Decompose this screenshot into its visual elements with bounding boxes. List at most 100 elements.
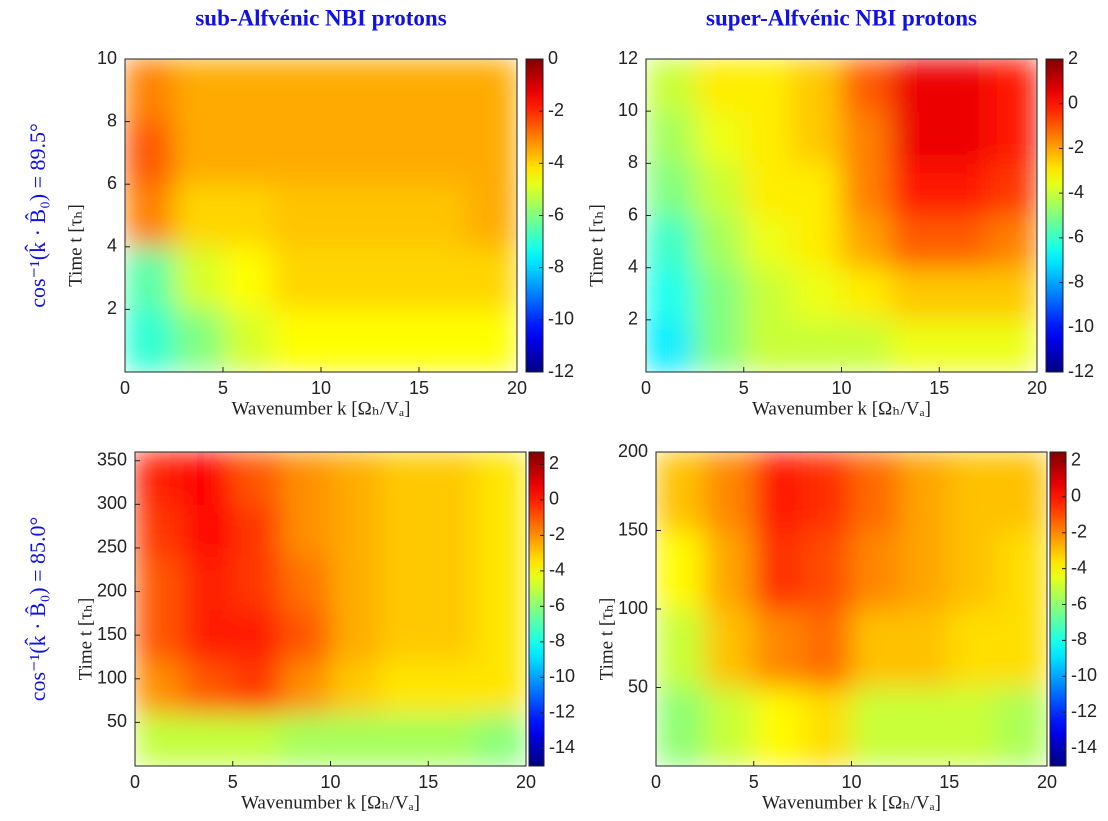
heatmap-cell [841, 215, 891, 269]
heatmap-cell [135, 660, 185, 715]
x-tick-label: 15 [418, 772, 438, 792]
heatmap-cell [418, 308, 469, 372]
heatmap-cell [987, 162, 1037, 216]
colorbar-tick-label: 2 [1071, 450, 1081, 470]
heatmap-cell [418, 121, 469, 185]
heatmap-cell [694, 215, 745, 269]
x-axis-label: Wavenumber k [Ωₕ/Vₐ] [231, 398, 410, 419]
heatmap-cell [841, 59, 891, 112]
heatmap-cell [271, 183, 322, 248]
heatmap-cell [232, 608, 283, 662]
heatmap-cell [378, 713, 429, 766]
heatmap-cells [656, 452, 1047, 766]
y-tick-label: 350 [97, 449, 127, 469]
heatmap-cell [792, 215, 842, 269]
colorbar-tick-label: -8 [549, 631, 565, 651]
heatmap-cell [232, 713, 283, 766]
heatmap-cell [987, 215, 1037, 269]
heatmap-cell [135, 713, 185, 766]
heatmap-cell [656, 687, 706, 766]
heatmap-cell [743, 110, 794, 164]
heatmap-cell [938, 267, 989, 321]
heatmap-cell [183, 452, 234, 505]
heatmap-cell [802, 530, 852, 610]
heatmap-cell [125, 121, 175, 185]
x-axis-label: Wavenumber k [Ωₕ/Vₐ] [752, 398, 931, 419]
heatmap-cell [222, 59, 273, 123]
colorbar-tick-label: -12 [548, 361, 574, 381]
y-tick-label: 150 [618, 519, 648, 539]
heatmap-cell [889, 110, 940, 164]
heatmap-cell [369, 308, 420, 372]
x-tick-label: 0 [120, 378, 130, 398]
x-tick-label: 20 [507, 378, 527, 398]
colorbar-tick-label: -4 [548, 152, 564, 172]
heatmap-cell [369, 183, 420, 248]
heatmap-cell [987, 319, 1037, 372]
panel-title: super-Alfvénic NBI protons [706, 5, 977, 30]
heatmap-cell [753, 608, 804, 688]
y-tick-label: 8 [107, 110, 117, 130]
heatmap-cell [378, 556, 429, 610]
heatmap-cell [378, 503, 429, 558]
colorbar-tick-label: 0 [548, 48, 558, 68]
x-tick-label: 20 [1027, 378, 1047, 398]
heatmap-cell [694, 110, 745, 164]
heatmap-cell [378, 608, 429, 662]
heatmap-cell [173, 121, 224, 185]
heatmap-cell [222, 183, 273, 248]
colorbar-tick-label: -12 [1068, 361, 1094, 381]
heatmap-cell [646, 59, 696, 112]
heatmap-cell [997, 452, 1047, 531]
heatmap-cell [841, 110, 891, 164]
heatmap-cell [476, 503, 526, 558]
colorbar-tick-label: -4 [549, 560, 565, 580]
heatmap-cell [792, 59, 842, 112]
heatmap-cell [418, 59, 469, 123]
heatmap-cell [271, 246, 322, 310]
heatmap-cell [183, 660, 234, 715]
heatmap-cell [378, 660, 429, 715]
colorbar-tick-label: -14 [1071, 737, 1097, 757]
heatmap-cell [183, 503, 234, 558]
x-tick-label: 15 [929, 378, 949, 398]
heatmap-cell [281, 608, 331, 662]
heatmap-cell [232, 503, 283, 558]
heatmap-cell [753, 452, 804, 531]
heatmap-cell [476, 660, 526, 715]
heatmap-cell [281, 713, 331, 766]
heatmap-cell [125, 246, 175, 310]
heatmap-cell [369, 246, 420, 310]
heatmap-cell [938, 162, 989, 216]
heatmap-cell [320, 308, 371, 372]
heatmap [125, 59, 517, 372]
heatmap-cell [948, 608, 999, 688]
heatmap-cell [330, 713, 380, 766]
heatmap-cell [418, 246, 469, 310]
heatmap-cell [792, 319, 842, 372]
colorbar-tick-label: -10 [1071, 665, 1097, 685]
heatmap-cell [320, 59, 371, 123]
heatmap-cell [183, 713, 234, 766]
heatmap-cell [427, 556, 478, 610]
colorbar-tick-label: -2 [1071, 521, 1087, 541]
heatmap-cell [320, 121, 371, 185]
colorbar-tick-label: -8 [1071, 629, 1087, 649]
heatmap-cell [427, 452, 478, 505]
x-tick-label: 10 [320, 772, 340, 792]
heatmap-cell [646, 267, 696, 321]
heatmap-cell [232, 660, 283, 715]
heatmap-cell [467, 183, 517, 248]
heatmap-cell [271, 121, 322, 185]
heatmap-cell [694, 59, 745, 112]
y-tick-label: 6 [107, 173, 117, 193]
heatmap-cell [889, 319, 940, 372]
heatmap-cell [656, 452, 706, 531]
heatmap-cell [938, 59, 989, 112]
heatmap-cell [938, 110, 989, 164]
x-tick-label: 0 [641, 378, 651, 398]
y-tick-label: 4 [628, 256, 638, 276]
heatmap-cell [135, 608, 185, 662]
heatmap-cell [135, 556, 185, 610]
